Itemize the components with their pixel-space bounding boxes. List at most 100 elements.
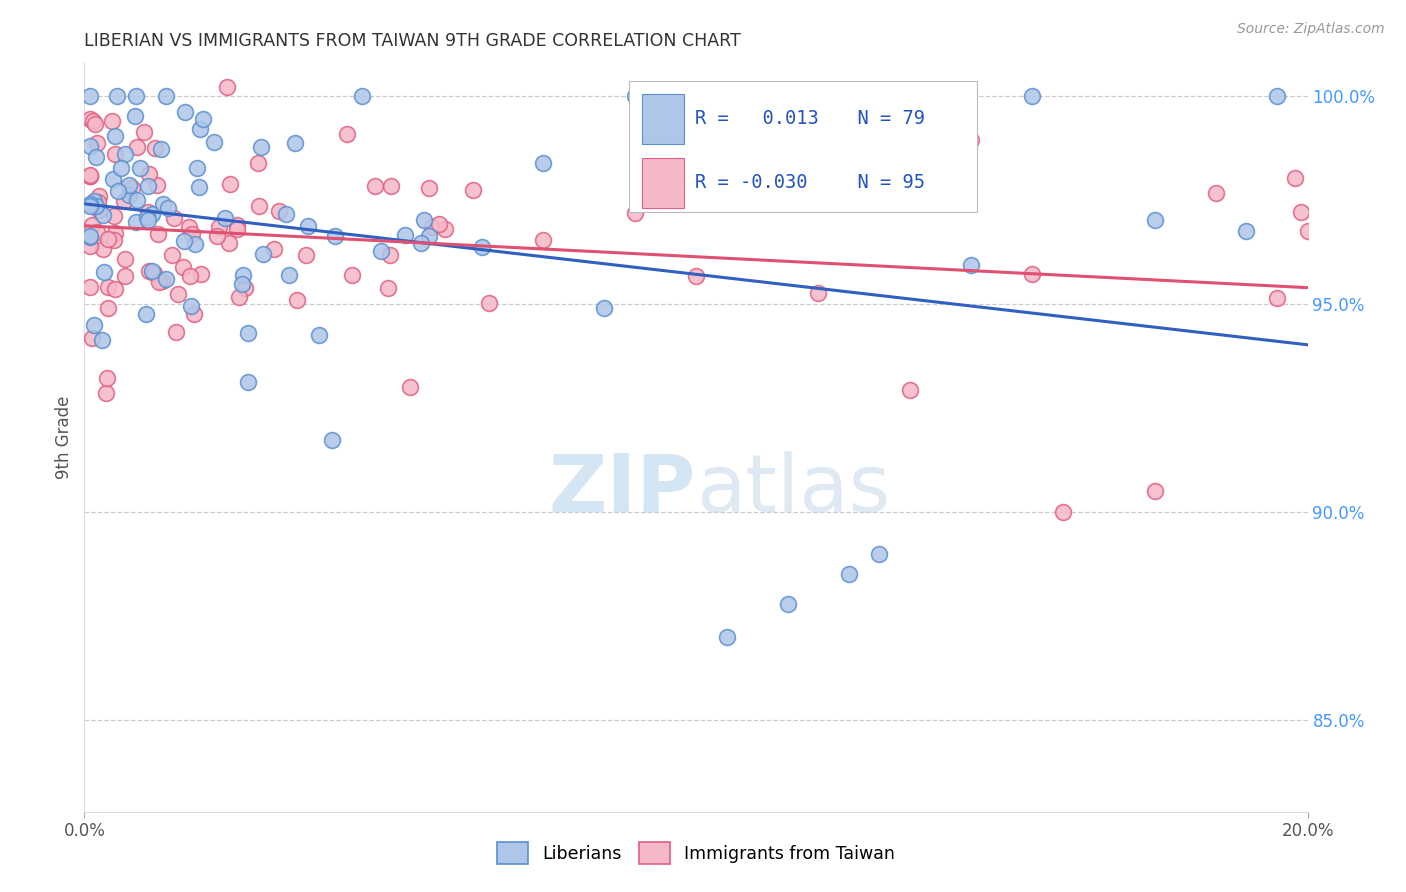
Point	[187, 180, 209, 194]
Point	[104, 227, 127, 241]
Point	[869, 547, 891, 561]
Point	[82, 331, 104, 345]
Point	[114, 268, 136, 283]
Point	[183, 307, 205, 321]
Point	[172, 260, 194, 274]
Point	[236, 326, 259, 340]
Point	[186, 161, 208, 176]
Point	[1284, 171, 1306, 186]
Point	[101, 113, 124, 128]
Point	[226, 222, 249, 236]
Point	[776, 597, 799, 611]
Point	[125, 88, 148, 103]
Point	[84, 117, 107, 131]
Point	[160, 248, 183, 262]
Point	[82, 219, 104, 233]
Point	[418, 181, 440, 195]
Point	[208, 219, 231, 234]
Point	[249, 199, 271, 213]
Point	[370, 244, 392, 258]
Point	[378, 248, 401, 262]
Point	[155, 88, 177, 103]
Text: N = 95: N = 95	[835, 173, 925, 192]
Point	[82, 114, 104, 128]
Point	[79, 112, 101, 127]
Point	[114, 252, 136, 267]
Point	[236, 375, 259, 389]
Point	[79, 139, 101, 153]
Point	[148, 275, 170, 289]
Text: LIBERIAN VS IMMIGRANTS FROM TAIWAN 9TH GRADE CORRELATION CHART: LIBERIAN VS IMMIGRANTS FROM TAIWAN 9TH G…	[84, 32, 741, 50]
Point	[121, 181, 143, 195]
Point	[624, 88, 647, 103]
Point	[180, 299, 202, 313]
Point	[89, 203, 111, 218]
Point	[1052, 505, 1074, 519]
Point	[226, 219, 249, 233]
Point	[143, 141, 166, 155]
Point	[413, 212, 436, 227]
Point	[215, 80, 238, 95]
Point	[418, 229, 440, 244]
Point	[83, 318, 105, 333]
Point	[97, 301, 120, 315]
Point	[838, 567, 860, 582]
Point	[188, 122, 211, 136]
Point	[285, 293, 308, 308]
Point	[232, 268, 254, 283]
Point	[183, 237, 205, 252]
Point	[263, 243, 285, 257]
Point	[163, 211, 186, 226]
Point	[190, 268, 212, 282]
Point	[297, 219, 319, 233]
Point	[1265, 292, 1288, 306]
Point	[149, 142, 172, 156]
Point	[277, 268, 299, 283]
Point	[118, 178, 141, 192]
Point	[1143, 484, 1166, 499]
Point	[156, 201, 179, 215]
Point	[250, 140, 273, 154]
Point	[207, 229, 229, 244]
Point	[79, 239, 101, 253]
Point	[352, 88, 374, 103]
Point	[228, 290, 250, 304]
Point	[91, 243, 114, 257]
Point	[114, 146, 136, 161]
Point	[284, 136, 307, 150]
Point	[104, 282, 127, 296]
Point	[1265, 88, 1288, 103]
Point	[380, 178, 402, 193]
Point	[134, 125, 156, 139]
Point	[167, 287, 190, 301]
Point	[86, 150, 108, 164]
Point	[960, 258, 983, 272]
Text: N = 79: N = 79	[835, 109, 925, 128]
Point	[90, 333, 112, 347]
Point	[79, 197, 101, 211]
Point	[409, 235, 432, 250]
Point	[1021, 267, 1043, 281]
Point	[531, 233, 554, 247]
Text: R =   0.013: R = 0.013	[695, 109, 818, 128]
Point	[79, 88, 101, 103]
Point	[97, 279, 120, 293]
Point	[364, 179, 387, 194]
Point	[231, 277, 253, 291]
Point	[202, 135, 225, 149]
Point	[107, 184, 129, 198]
Point	[93, 265, 115, 279]
Point	[91, 208, 114, 222]
Point	[461, 183, 484, 197]
Point	[308, 328, 330, 343]
Point	[340, 268, 363, 283]
Point	[323, 228, 346, 243]
Point	[1143, 213, 1166, 227]
Point	[89, 189, 111, 203]
Point	[214, 211, 236, 225]
Legend: Liberians, Immigrants from Taiwan: Liberians, Immigrants from Taiwan	[491, 836, 901, 871]
Point	[321, 433, 343, 447]
Text: ZIP: ZIP	[548, 450, 696, 529]
Point	[181, 227, 204, 241]
Point	[593, 301, 616, 315]
